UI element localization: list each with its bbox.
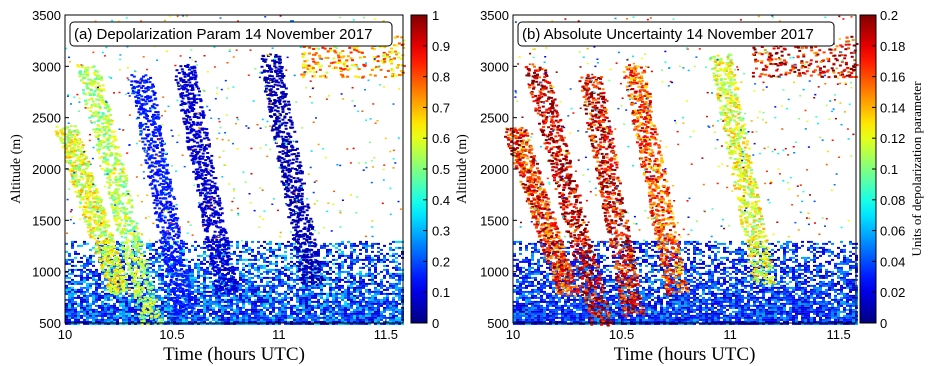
region-fall-streak-5: [708, 53, 777, 285]
region-fall-streak-1: [54, 125, 132, 296]
heatmap-cells: [504, 35, 859, 327]
y-axis-label: Altitude (m): [9, 134, 24, 204]
colorbar-tick-label: 0.2: [432, 254, 450, 269]
chart-panel-a: 10 10.5 11 11.5500100015002000250030003500T…: [9, 8, 450, 365]
sparse-returns: [513, 15, 855, 243]
region-fall-streak-2: [76, 64, 164, 326]
colorbar-tick-label: 0.8: [432, 70, 450, 85]
title-box: [69, 21, 393, 47]
region-fall-streak-4: [174, 63, 239, 298]
region-fall-streak-3: [578, 73, 646, 318]
sparse-returns: [65, 15, 402, 242]
colorbar-tick-label: 0.1: [432, 285, 450, 300]
colorbar-tick-label: 0.9: [432, 39, 450, 54]
region-fall-streak-4: [622, 64, 690, 296]
x-axis-label: Time (hours UTC): [163, 344, 305, 365]
colorbar-tick-label: 0.2: [880, 8, 898, 23]
y-tick-label: 1000: [32, 265, 61, 280]
x-tick-label: 10: [58, 327, 72, 342]
x-tick-label: 10.5: [159, 327, 184, 342]
y-tick-label: 2500: [32, 111, 61, 126]
colorbar-tick-label: 0.14: [880, 100, 905, 115]
colorbar-tick-label: 0: [432, 316, 439, 331]
colorbar: 0 0.1 0.2 0.3 0.4 0.5 0.6 0.7 0.8 0.9 1: [410, 8, 450, 331]
colorbar-tick-label: 0.02: [880, 285, 905, 300]
x-tick-label: 11.5: [826, 327, 850, 342]
x-axis-label: Time (hours UTC): [614, 344, 756, 365]
colorbar-tick-label: 0.3: [432, 224, 450, 239]
colorbar-tick-label: 0.4: [432, 193, 450, 208]
colorbar-tick-label: 0: [880, 316, 887, 331]
heatmap-cells: [54, 35, 406, 326]
colorbar-tick-label: 0.04: [880, 254, 905, 269]
colorbar-tick-label: 0.06: [880, 224, 905, 239]
x-tick-label: 11: [272, 327, 286, 342]
x-tick-label: 10: [506, 327, 520, 342]
x-tick-label: 11: [723, 327, 737, 342]
region-fall-streak-3: [130, 74, 196, 316]
colorbar-label: Units of depolarization parameter: [909, 81, 924, 257]
colorbar-tick-label: 0.1: [880, 162, 898, 177]
y-tick-label: 2500: [480, 111, 509, 126]
y-tick-label: 500: [487, 316, 509, 331]
y-tick-label: 2000: [480, 162, 509, 177]
y-tick-label: 3000: [480, 59, 509, 74]
chart-panel-b: 10 10.5 11 11.5 500 1000 1500 2000 2500 3000 3500 T…: [455, 8, 924, 365]
y-axis-label: Altitude (m): [455, 134, 470, 204]
colorbar-tick-label: 0.16: [880, 70, 905, 85]
y-tick-label: 3500: [480, 8, 509, 23]
colorbar-tick-label: 1: [432, 8, 439, 23]
region-fall-streak-1: [504, 127, 581, 297]
y-tick-label: 500: [39, 316, 61, 331]
colorbar-tick-label: 0.08: [880, 193, 905, 208]
y-tick-label: 3000: [32, 59, 61, 74]
colorbar-tick-label: 0.5: [432, 162, 450, 177]
y-tick-label: 2000: [32, 162, 61, 177]
y-tick-label: 1000: [480, 265, 509, 280]
y-tick-label: 1500: [32, 213, 61, 228]
x-tick-label: 10.5: [609, 327, 634, 342]
colorbar-tick-label: 0.7: [432, 100, 450, 115]
x-tick-label: 11.5: [374, 327, 398, 342]
y-tick-label: 3500: [32, 8, 61, 23]
colorbar-tick-label: 0.18: [880, 39, 905, 54]
colorbar-tick-label: 0.6: [432, 131, 450, 146]
title-box: [517, 21, 835, 47]
chart-title: (b) Absolute Uncertainty 14 November 201…: [522, 26, 814, 43]
y-tick-label: 1500: [480, 213, 509, 228]
chart-title: (a) Depolarization Param 14 November 201…: [74, 26, 372, 43]
colorbar: 0 0.02 0.04 0.06 0.08 0.1 0.12 0.14 0.16 0.18 0.2 U…: [859, 8, 924, 331]
colorbar-tick-label: 0.12: [880, 131, 905, 146]
